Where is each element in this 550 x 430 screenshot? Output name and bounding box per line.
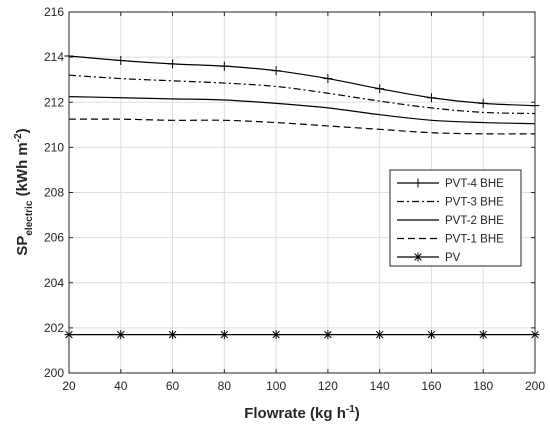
x-tick-label: 40: [114, 379, 128, 393]
legend-label: PV: [445, 252, 461, 264]
series-line-2: [68, 74, 536, 115]
x-tick-label: 200: [525, 379, 545, 393]
data-point: [323, 74, 333, 84]
x-tick-label: 140: [370, 379, 390, 393]
legend-label: PVT-2 BHE: [445, 215, 504, 227]
y-tick-label: 210: [44, 140, 64, 154]
legend-label: PVT-4 BHE: [445, 178, 504, 190]
series-line-4: [68, 118, 536, 135]
data-point: [478, 98, 488, 108]
data-point: [323, 330, 333, 340]
legend-marker: [413, 252, 423, 262]
data-point: [375, 84, 385, 94]
data-point: [426, 330, 436, 340]
y-tick-label: 216: [44, 5, 64, 19]
tick-labels: 20 40 60 80 100 120 140 160 180 200 200 202 204 206 20…: [44, 5, 545, 393]
x-tick-label: 20: [62, 379, 76, 393]
series-line-3: [68, 96, 536, 125]
legend-box: [389, 169, 522, 267]
series-line-1: [68, 55, 536, 107]
x-tick-label: 160: [421, 379, 441, 393]
data-point: [271, 66, 281, 76]
series-group: [64, 51, 540, 340]
data-point: [375, 330, 385, 340]
y-tick-label: 200: [44, 366, 64, 380]
y-tick-label: 206: [44, 231, 64, 245]
x-tick-label: 80: [218, 379, 232, 393]
data-point: [219, 61, 229, 71]
data-point: [168, 330, 178, 340]
legend-label: PVT-3 BHE: [445, 197, 504, 209]
y-tick-label: 202: [44, 321, 64, 335]
data-point: [426, 93, 436, 103]
legend-marker: [413, 178, 423, 188]
y-tick-label: 208: [44, 186, 64, 200]
y-tick-label: 212: [44, 95, 64, 109]
x-tick-label: 60: [166, 379, 180, 393]
data-point: [478, 330, 488, 340]
y-tick-label: 214: [44, 50, 64, 64]
data-point: [168, 59, 178, 69]
y-tick-label: 204: [44, 276, 64, 290]
data-point: [116, 56, 126, 66]
legend-label: PVT-1 BHE: [445, 234, 504, 246]
x-tick-label: 180: [473, 379, 493, 393]
legend: PVT-4 BHE PVT-3 BHE PVT-2 BHE PVT-1 BHE PV: [389, 169, 522, 267]
data-point: [271, 330, 281, 340]
x-tick-label: 120: [318, 379, 338, 393]
x-tick-label: 100: [266, 379, 286, 393]
x-axis-label: Flowrate (kg h-1): [244, 404, 360, 422]
data-point: [116, 330, 126, 340]
data-point: [219, 330, 229, 340]
y-axis-label: SPelectric (kWh m-2): [13, 128, 35, 255]
